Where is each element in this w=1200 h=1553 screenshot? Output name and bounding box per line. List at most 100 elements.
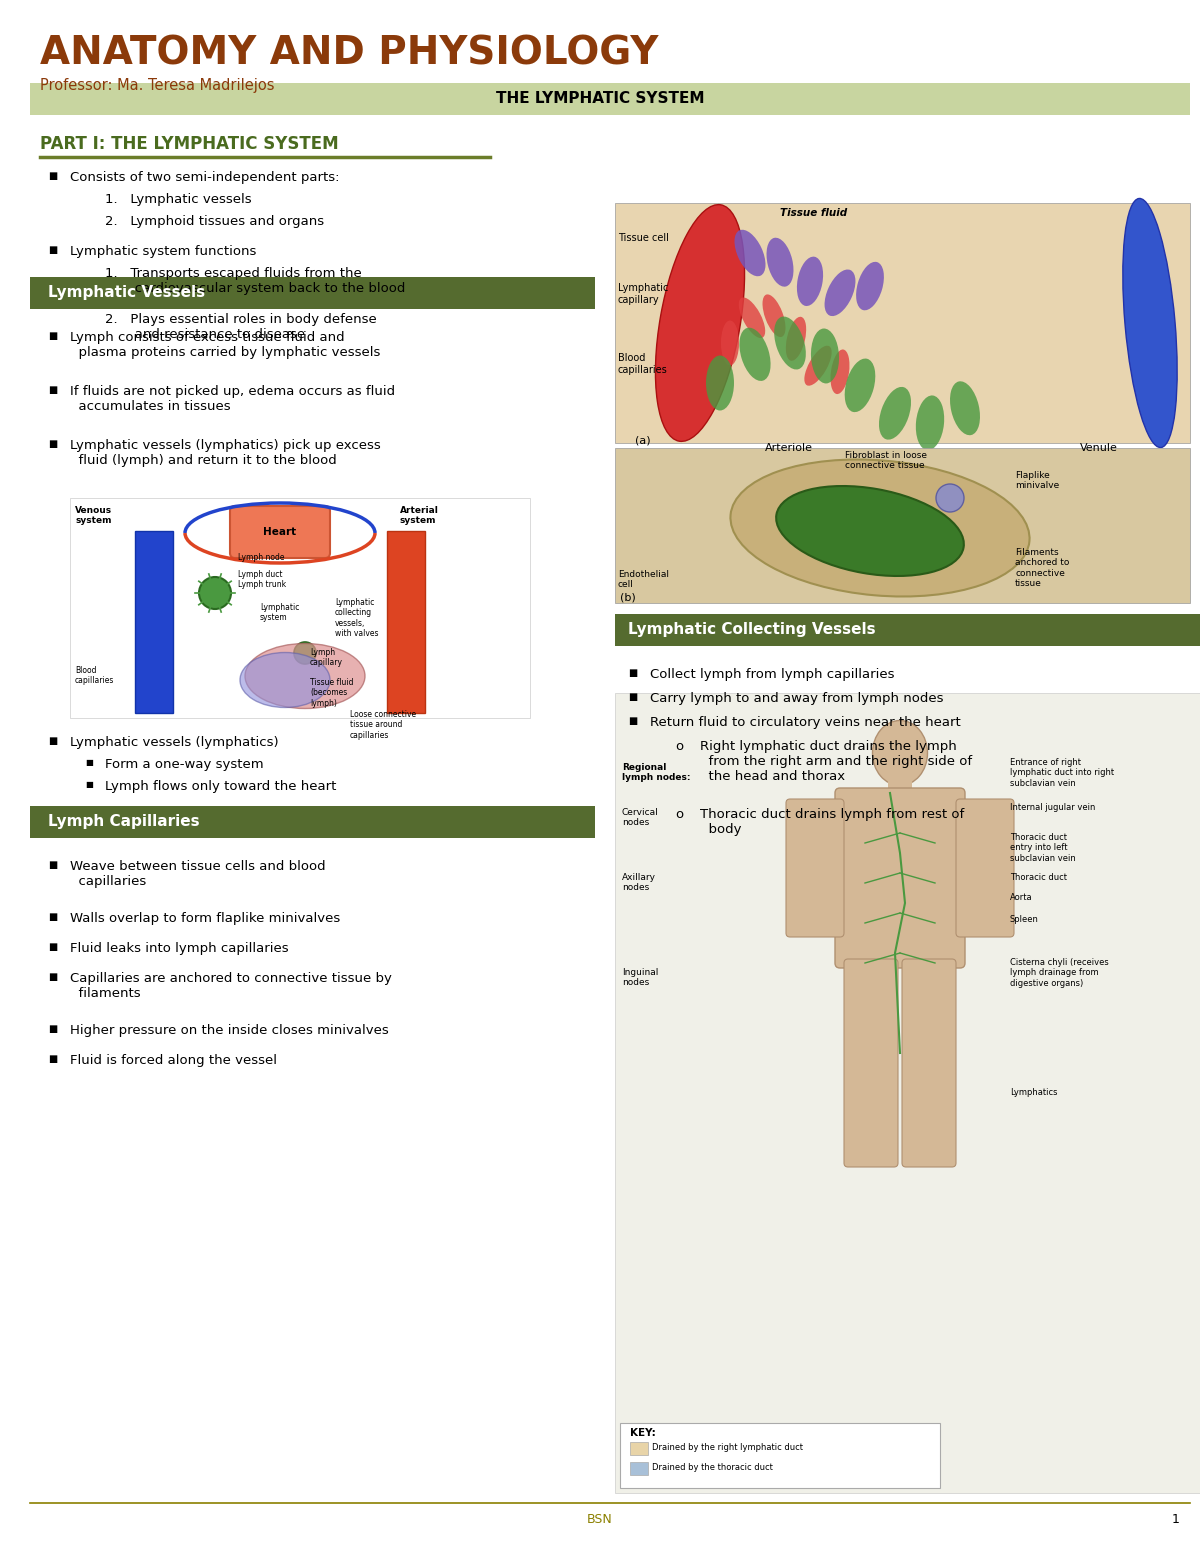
Bar xyxy=(616,693,1200,1492)
Text: Thoracic duct drains lymph from rest of
  body: Thoracic duct drains lymph from rest of … xyxy=(700,808,965,836)
FancyBboxPatch shape xyxy=(902,960,956,1166)
Text: Flaplike
minivalve: Flaplike minivalve xyxy=(1015,471,1060,491)
Text: ■: ■ xyxy=(48,171,58,182)
Text: Arterial
system: Arterial system xyxy=(400,506,439,525)
Text: Fluid leaks into lymph capillaries: Fluid leaks into lymph capillaries xyxy=(70,943,289,955)
Text: Thoracic duct: Thoracic duct xyxy=(1010,873,1067,882)
Text: Lymph
capillary: Lymph capillary xyxy=(310,648,343,668)
Text: ■: ■ xyxy=(48,912,58,922)
Text: Axillary
nodes: Axillary nodes xyxy=(622,873,656,893)
FancyBboxPatch shape xyxy=(844,960,898,1166)
Text: Higher pressure on the inside closes minivalves: Higher pressure on the inside closes min… xyxy=(70,1023,389,1037)
Bar xyxy=(134,531,173,713)
Ellipse shape xyxy=(240,652,330,708)
Bar xyxy=(616,613,1200,646)
Text: Cisterna chyli (receives
lymph drainage from
digestive organs): Cisterna chyli (receives lymph drainage … xyxy=(1010,958,1109,988)
Text: Lymph Capillaries: Lymph Capillaries xyxy=(48,814,199,829)
Text: Spleen: Spleen xyxy=(1010,915,1039,924)
Text: (a): (a) xyxy=(635,436,650,446)
Ellipse shape xyxy=(199,578,230,609)
Text: Entrance of right
lymphatic duct into right
subclavian vein: Entrance of right lymphatic duct into ri… xyxy=(1010,758,1114,787)
Bar xyxy=(70,499,530,717)
Text: BSN: BSN xyxy=(587,1513,613,1527)
Text: ■: ■ xyxy=(85,758,92,767)
Text: THE LYMPHATIC SYSTEM: THE LYMPHATIC SYSTEM xyxy=(496,92,704,106)
Text: ■: ■ xyxy=(48,972,58,981)
Ellipse shape xyxy=(824,270,856,317)
Text: ■: ■ xyxy=(628,693,637,702)
Ellipse shape xyxy=(797,256,823,306)
Bar xyxy=(30,806,595,839)
Text: Tissue cell: Tissue cell xyxy=(618,233,668,242)
FancyBboxPatch shape xyxy=(835,787,965,968)
Bar xyxy=(630,1461,648,1475)
Text: ■: ■ xyxy=(628,716,637,725)
Text: KEY:: KEY: xyxy=(630,1429,655,1438)
Text: Fluid is forced along the vessel: Fluid is forced along the vessel xyxy=(70,1054,277,1067)
Ellipse shape xyxy=(950,382,980,435)
Ellipse shape xyxy=(878,387,911,439)
Text: Inguinal
nodes: Inguinal nodes xyxy=(622,968,659,988)
Text: 1: 1 xyxy=(1172,1513,1180,1527)
Text: Lymph duct
Lymph trunk: Lymph duct Lymph trunk xyxy=(238,570,286,590)
Ellipse shape xyxy=(739,298,766,339)
Text: ■: ■ xyxy=(48,943,58,952)
Bar xyxy=(630,1443,648,1455)
Ellipse shape xyxy=(811,329,839,384)
Text: Right lymphatic duct drains the lymph
  from the right arm and the right side of: Right lymphatic duct drains the lymph fr… xyxy=(700,739,972,783)
Ellipse shape xyxy=(767,238,793,287)
Text: Lymphatic vessels (lymphatics) pick up excess
  fluid (lymph) and return it to t: Lymphatic vessels (lymphatics) pick up e… xyxy=(70,439,380,467)
Text: Venous
system: Venous system xyxy=(74,506,112,525)
Text: Weave between tissue cells and blood
  capillaries: Weave between tissue cells and blood cap… xyxy=(70,860,325,888)
Ellipse shape xyxy=(721,320,739,365)
Ellipse shape xyxy=(734,230,766,276)
Text: 2.   Plays essential roles in body defense
       and resistance to disease: 2. Plays essential roles in body defense… xyxy=(106,314,377,342)
Text: 1.   Lymphatic vessels: 1. Lymphatic vessels xyxy=(106,193,252,207)
Text: ■: ■ xyxy=(48,1054,58,1064)
FancyBboxPatch shape xyxy=(956,798,1014,936)
Text: Form a one-way system: Form a one-way system xyxy=(106,758,264,770)
Text: Tissue fluid
(becomes
lymph): Tissue fluid (becomes lymph) xyxy=(310,679,354,708)
FancyBboxPatch shape xyxy=(786,798,844,936)
Bar xyxy=(616,203,1190,443)
Text: ■: ■ xyxy=(48,860,58,870)
Text: Heart: Heart xyxy=(264,526,296,537)
Text: Endothelial
cell: Endothelial cell xyxy=(618,570,670,590)
Text: Lymph flows only toward the heart: Lymph flows only toward the heart xyxy=(106,780,336,794)
Text: Consists of two semi-independent parts:: Consists of two semi-independent parts: xyxy=(70,171,340,183)
FancyBboxPatch shape xyxy=(230,506,330,558)
Ellipse shape xyxy=(830,349,850,394)
Text: Internal jugular vein: Internal jugular vein xyxy=(1010,803,1096,812)
Text: ■: ■ xyxy=(48,385,58,394)
Ellipse shape xyxy=(1123,199,1177,447)
Text: Lymphatic
capillary: Lymphatic capillary xyxy=(618,283,668,304)
Text: Lymphatics: Lymphatics xyxy=(1010,1089,1057,1096)
Text: ■: ■ xyxy=(48,331,58,342)
Bar xyxy=(616,447,1190,603)
Text: (b): (b) xyxy=(620,593,636,603)
Text: Lymph node: Lymph node xyxy=(238,553,284,562)
Text: Thoracic duct
entry into left
subclavian vein: Thoracic duct entry into left subclavian… xyxy=(1010,832,1075,863)
Text: Blood
capillaries: Blood capillaries xyxy=(74,666,114,685)
Text: Cervical
nodes: Cervical nodes xyxy=(622,808,659,828)
Ellipse shape xyxy=(706,356,734,410)
Ellipse shape xyxy=(739,328,770,380)
Text: Return fluid to circulatory veins near the heart: Return fluid to circulatory veins near t… xyxy=(650,716,961,728)
Ellipse shape xyxy=(786,317,806,360)
Text: Lymph consists of excess tissue fluid and
  plasma proteins carried by lymphatic: Lymph consists of excess tissue fluid an… xyxy=(70,331,380,359)
Text: 1.   Transports escaped fluids from the
       cardiovascular system back to the: 1. Transports escaped fluids from the ca… xyxy=(106,267,406,295)
Text: Regional
lymph nodes:: Regional lymph nodes: xyxy=(622,763,690,783)
Ellipse shape xyxy=(294,641,316,665)
Ellipse shape xyxy=(936,485,964,512)
Text: ■: ■ xyxy=(85,780,92,789)
Text: o: o xyxy=(674,808,683,822)
Text: Drained by the right lymphatic duct: Drained by the right lymphatic duct xyxy=(652,1443,803,1452)
Text: Capillaries are anchored to connective tissue by
  filaments: Capillaries are anchored to connective t… xyxy=(70,972,392,1000)
Bar xyxy=(620,1423,940,1488)
Text: Lymphatic Collecting Vessels: Lymphatic Collecting Vessels xyxy=(628,623,876,637)
Text: Lymphatic
system: Lymphatic system xyxy=(260,603,299,623)
Ellipse shape xyxy=(845,359,875,412)
Text: If fluids are not picked up, edema occurs as fluid
  accumulates in tissues: If fluids are not picked up, edema occur… xyxy=(70,385,395,413)
Text: Arteriole: Arteriole xyxy=(766,443,814,453)
Text: ■: ■ xyxy=(48,736,58,745)
